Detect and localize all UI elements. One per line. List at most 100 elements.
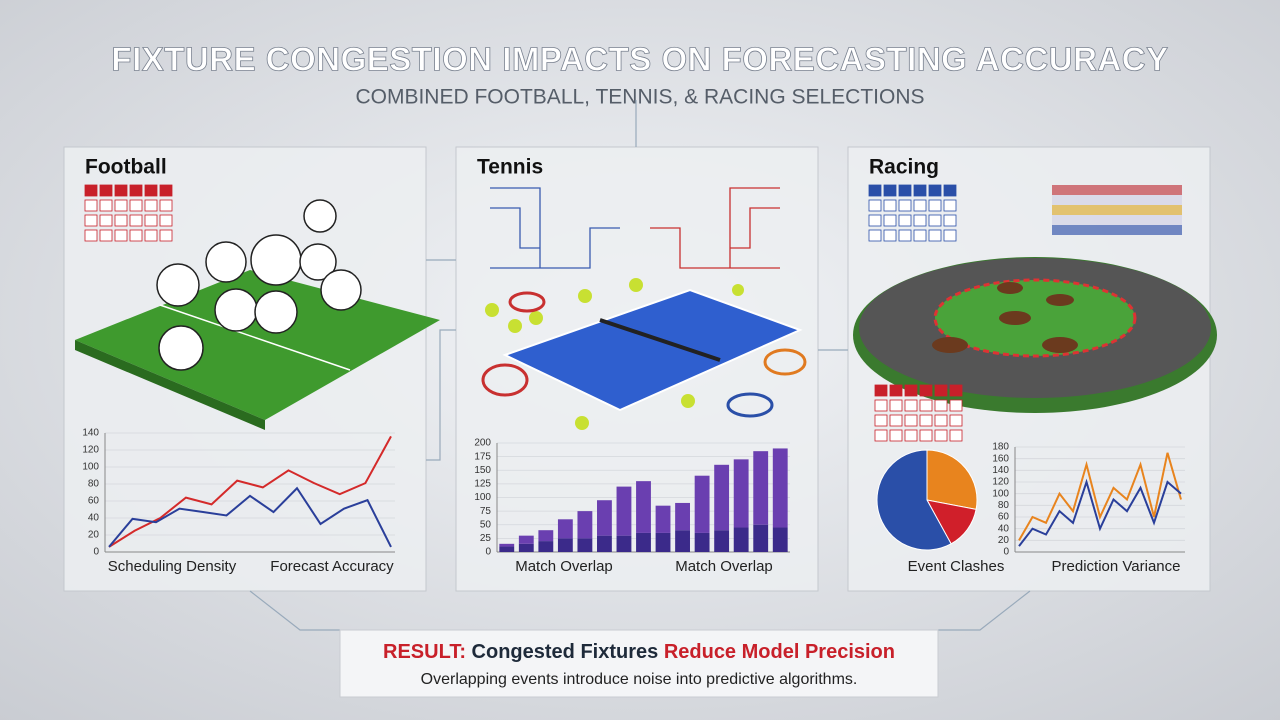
y-tick-label: 50 [480, 519, 492, 530]
calendar-cell [868, 214, 882, 227]
bar-segment [518, 543, 534, 552]
calendar-cell [114, 229, 128, 242]
y-tick-label: 60 [998, 512, 1010, 523]
net [599, 318, 721, 362]
calendar-cell [949, 429, 963, 442]
calendar-cell [159, 229, 173, 242]
bar-segment [557, 519, 573, 539]
y-tick-label: 125 [474, 479, 491, 490]
result-text: Overlapping events introduce noise into … [421, 671, 858, 688]
bar-segment [733, 459, 749, 528]
calendar-cell [913, 199, 927, 212]
bracket-right [650, 187, 780, 269]
line-series [108, 486, 392, 548]
y-tick-label: 75 [480, 506, 492, 517]
y-tick-label: 100 [474, 492, 491, 503]
bar-segment [616, 535, 632, 552]
calendar-cell [883, 229, 897, 242]
calendar-cell [934, 429, 948, 442]
line-series [1018, 452, 1182, 541]
result-effect: Reduce Model Precision [664, 641, 895, 663]
bar-segment [772, 527, 788, 552]
y-tick-label: 80 [998, 500, 1010, 511]
bracket-left [490, 187, 620, 269]
bar-segment [753, 524, 769, 552]
calendar-cell [144, 199, 158, 212]
calendar-cell [913, 229, 927, 242]
calendar-cell [928, 214, 942, 227]
line-series [1018, 478, 1182, 547]
calendar-cell [868, 229, 882, 242]
calendar-cell [159, 199, 173, 212]
calendar-cell [874, 429, 888, 442]
calendar-cell [928, 184, 942, 197]
bar-segment [577, 511, 593, 539]
y-tick-label: 100 [82, 462, 99, 473]
pie-slice [876, 449, 952, 551]
chart-caption: Match Overlap [515, 558, 613, 575]
calendar-cell [114, 199, 128, 212]
bar-segment [655, 505, 671, 533]
tennis-balls [485, 278, 744, 430]
y-tick-label: 25 [480, 533, 492, 544]
calendar-cell [84, 184, 98, 197]
calendar-cell [84, 199, 98, 212]
y-tick-label: 150 [474, 465, 491, 476]
calendar-cell [904, 414, 918, 427]
calendar-cell [898, 184, 912, 197]
y-tick-label: 140 [82, 428, 99, 439]
y-tick-label: 80 [88, 479, 100, 490]
balls [156, 199, 362, 371]
calendar-cell [84, 229, 98, 242]
calendar-cell [904, 384, 918, 397]
calendar-cell [84, 214, 98, 227]
calendar-cell [144, 229, 158, 242]
bar-segment [597, 500, 612, 536]
calendar-cell [883, 184, 897, 197]
pitch-edge [75, 340, 265, 430]
y-tick-label: 40 [88, 513, 100, 524]
calendar-cell [943, 184, 957, 197]
bar-segment [655, 532, 671, 552]
y-tick-label: 60 [88, 496, 100, 507]
calendar-cell [919, 414, 933, 427]
calendar-cell [904, 429, 918, 442]
calendar-cell [99, 199, 113, 212]
calendar-cell [129, 199, 143, 212]
connector [426, 259, 848, 461]
calendar-cell [934, 414, 948, 427]
calendar-cell [934, 399, 948, 412]
calendar-cell [868, 184, 882, 197]
calendar-cell [943, 229, 957, 242]
y-tick-label: 180 [992, 442, 1009, 453]
flags [1052, 185, 1182, 235]
y-tick-label: 40 [998, 523, 1010, 534]
bar-segment [753, 451, 769, 525]
panel-title: Racing [869, 156, 939, 179]
bar-segment [538, 541, 554, 552]
calendar-cell [129, 184, 143, 197]
calendar-cell [889, 414, 903, 427]
calendar-cell [943, 199, 957, 212]
chart-caption: Prediction Variance [1052, 558, 1181, 575]
connectors [249, 100, 1031, 631]
calendar-cell [934, 384, 948, 397]
bar-segment [538, 530, 554, 542]
chart-caption: Scheduling Density [108, 558, 237, 575]
calendar-cell [144, 184, 158, 197]
calendar-cell [159, 184, 173, 197]
bar-segment [557, 538, 573, 552]
panel-title: Tennis [477, 156, 543, 179]
football-illustration [75, 199, 440, 430]
tennis-illustration [481, 187, 807, 430]
result-subject: Congested Fixtures [472, 641, 659, 663]
calendar-cell [898, 199, 912, 212]
bar-segment [636, 481, 651, 533]
bar-segment [694, 532, 710, 552]
calendar-cell [913, 184, 927, 197]
subtitle: COMBINED FOOTBALL, TENNIS, & RACING SELE… [355, 86, 924, 109]
bar-segment [518, 535, 534, 544]
bar-segment [675, 530, 690, 552]
